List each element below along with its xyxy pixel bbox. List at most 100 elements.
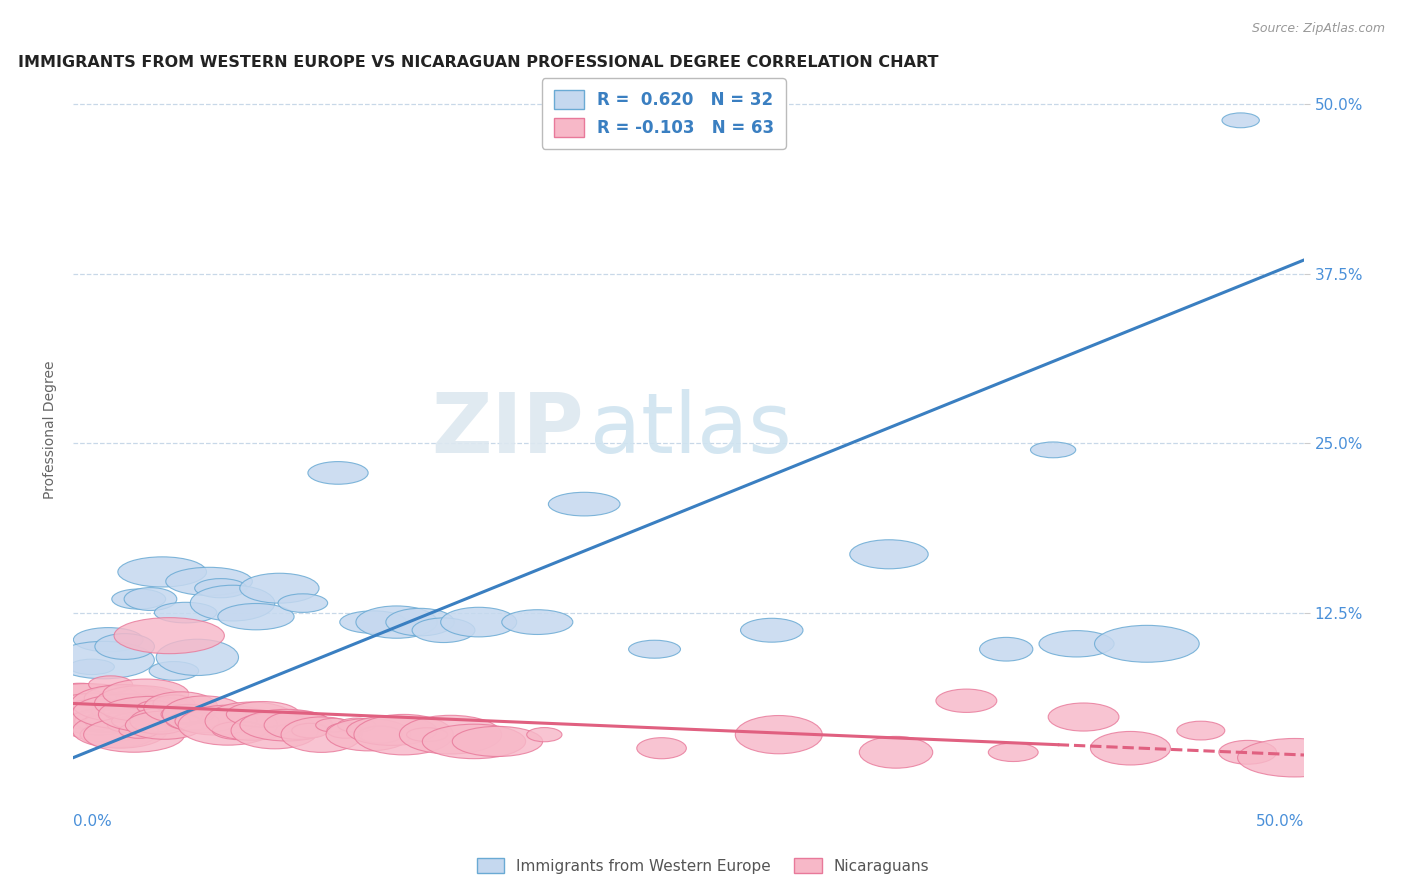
- Ellipse shape: [104, 701, 160, 723]
- Ellipse shape: [1237, 739, 1351, 777]
- Ellipse shape: [53, 641, 155, 679]
- Ellipse shape: [124, 588, 177, 610]
- Ellipse shape: [69, 659, 114, 674]
- Ellipse shape: [107, 718, 152, 732]
- Ellipse shape: [936, 690, 997, 713]
- Ellipse shape: [138, 700, 173, 714]
- Ellipse shape: [316, 718, 352, 732]
- Ellipse shape: [112, 589, 166, 609]
- Ellipse shape: [84, 710, 141, 732]
- Ellipse shape: [1091, 731, 1171, 765]
- Ellipse shape: [422, 724, 526, 759]
- Ellipse shape: [281, 717, 363, 752]
- Ellipse shape: [56, 698, 142, 735]
- Ellipse shape: [120, 723, 159, 739]
- Ellipse shape: [153, 695, 195, 712]
- Ellipse shape: [218, 604, 294, 630]
- Text: 50.0%: 50.0%: [1256, 814, 1303, 829]
- Ellipse shape: [166, 712, 219, 731]
- Ellipse shape: [226, 701, 299, 727]
- Ellipse shape: [73, 694, 181, 730]
- Ellipse shape: [125, 711, 204, 739]
- Text: IMMIGRANTS FROM WESTERN EUROPE VS NICARAGUAN PROFESSIONAL DEGREE CORRELATION CHA: IMMIGRANTS FROM WESTERN EUROPE VS NICARA…: [18, 55, 938, 70]
- Ellipse shape: [98, 697, 202, 732]
- Ellipse shape: [1094, 625, 1199, 662]
- Ellipse shape: [162, 705, 215, 724]
- Ellipse shape: [385, 608, 454, 636]
- Ellipse shape: [231, 713, 318, 748]
- Ellipse shape: [174, 707, 257, 735]
- Ellipse shape: [308, 461, 368, 484]
- Ellipse shape: [1039, 631, 1114, 657]
- Ellipse shape: [89, 676, 132, 693]
- Ellipse shape: [340, 611, 406, 633]
- Ellipse shape: [356, 606, 437, 639]
- Ellipse shape: [859, 737, 932, 768]
- Text: Source: ZipAtlas.com: Source: ZipAtlas.com: [1251, 22, 1385, 36]
- Ellipse shape: [114, 617, 225, 654]
- Text: 0.0%: 0.0%: [73, 814, 112, 829]
- Ellipse shape: [628, 640, 681, 658]
- Ellipse shape: [1049, 703, 1119, 731]
- Ellipse shape: [359, 726, 402, 743]
- Ellipse shape: [212, 722, 267, 739]
- Ellipse shape: [735, 715, 823, 754]
- Ellipse shape: [205, 702, 298, 740]
- Ellipse shape: [84, 685, 160, 711]
- Ellipse shape: [354, 714, 453, 755]
- Ellipse shape: [440, 607, 517, 637]
- Ellipse shape: [190, 585, 274, 621]
- Ellipse shape: [278, 594, 328, 613]
- Ellipse shape: [548, 492, 620, 516]
- Ellipse shape: [292, 723, 328, 738]
- Ellipse shape: [156, 640, 239, 675]
- Ellipse shape: [83, 717, 184, 752]
- Ellipse shape: [194, 579, 247, 598]
- Y-axis label: Professional Degree: Professional Degree: [44, 360, 58, 499]
- Ellipse shape: [240, 574, 319, 603]
- Ellipse shape: [73, 713, 167, 748]
- Ellipse shape: [741, 618, 803, 642]
- Ellipse shape: [27, 683, 148, 723]
- Ellipse shape: [980, 638, 1033, 661]
- Ellipse shape: [1031, 442, 1076, 458]
- Ellipse shape: [63, 708, 153, 742]
- Ellipse shape: [453, 726, 543, 756]
- Ellipse shape: [45, 693, 143, 730]
- Ellipse shape: [179, 706, 277, 745]
- Ellipse shape: [988, 743, 1038, 762]
- Ellipse shape: [72, 685, 179, 723]
- Ellipse shape: [240, 709, 333, 741]
- Ellipse shape: [1177, 722, 1225, 740]
- Ellipse shape: [337, 718, 375, 732]
- Ellipse shape: [149, 662, 198, 681]
- Ellipse shape: [91, 703, 139, 721]
- Ellipse shape: [73, 628, 143, 652]
- Ellipse shape: [94, 633, 155, 659]
- Ellipse shape: [399, 715, 502, 754]
- Ellipse shape: [1222, 113, 1260, 128]
- Ellipse shape: [44, 683, 117, 713]
- Text: atlas: atlas: [591, 389, 792, 470]
- Ellipse shape: [155, 602, 217, 623]
- Ellipse shape: [849, 540, 928, 569]
- Ellipse shape: [103, 679, 188, 709]
- Ellipse shape: [163, 696, 246, 732]
- Ellipse shape: [1219, 740, 1277, 764]
- Ellipse shape: [326, 718, 411, 751]
- Ellipse shape: [166, 567, 252, 596]
- Ellipse shape: [143, 692, 218, 723]
- Ellipse shape: [637, 738, 686, 759]
- Ellipse shape: [94, 686, 187, 722]
- Ellipse shape: [412, 618, 475, 642]
- Ellipse shape: [75, 710, 132, 732]
- Ellipse shape: [502, 610, 572, 634]
- Legend: Immigrants from Western Europe, Nicaraguans: Immigrants from Western Europe, Nicaragu…: [471, 852, 935, 880]
- Ellipse shape: [129, 708, 190, 734]
- Ellipse shape: [406, 728, 447, 741]
- Ellipse shape: [80, 722, 155, 747]
- Ellipse shape: [326, 723, 363, 739]
- Legend: R =  0.620   N = 32, R = -0.103   N = 63: R = 0.620 N = 32, R = -0.103 N = 63: [543, 78, 786, 149]
- Ellipse shape: [264, 711, 332, 739]
- Ellipse shape: [527, 728, 562, 742]
